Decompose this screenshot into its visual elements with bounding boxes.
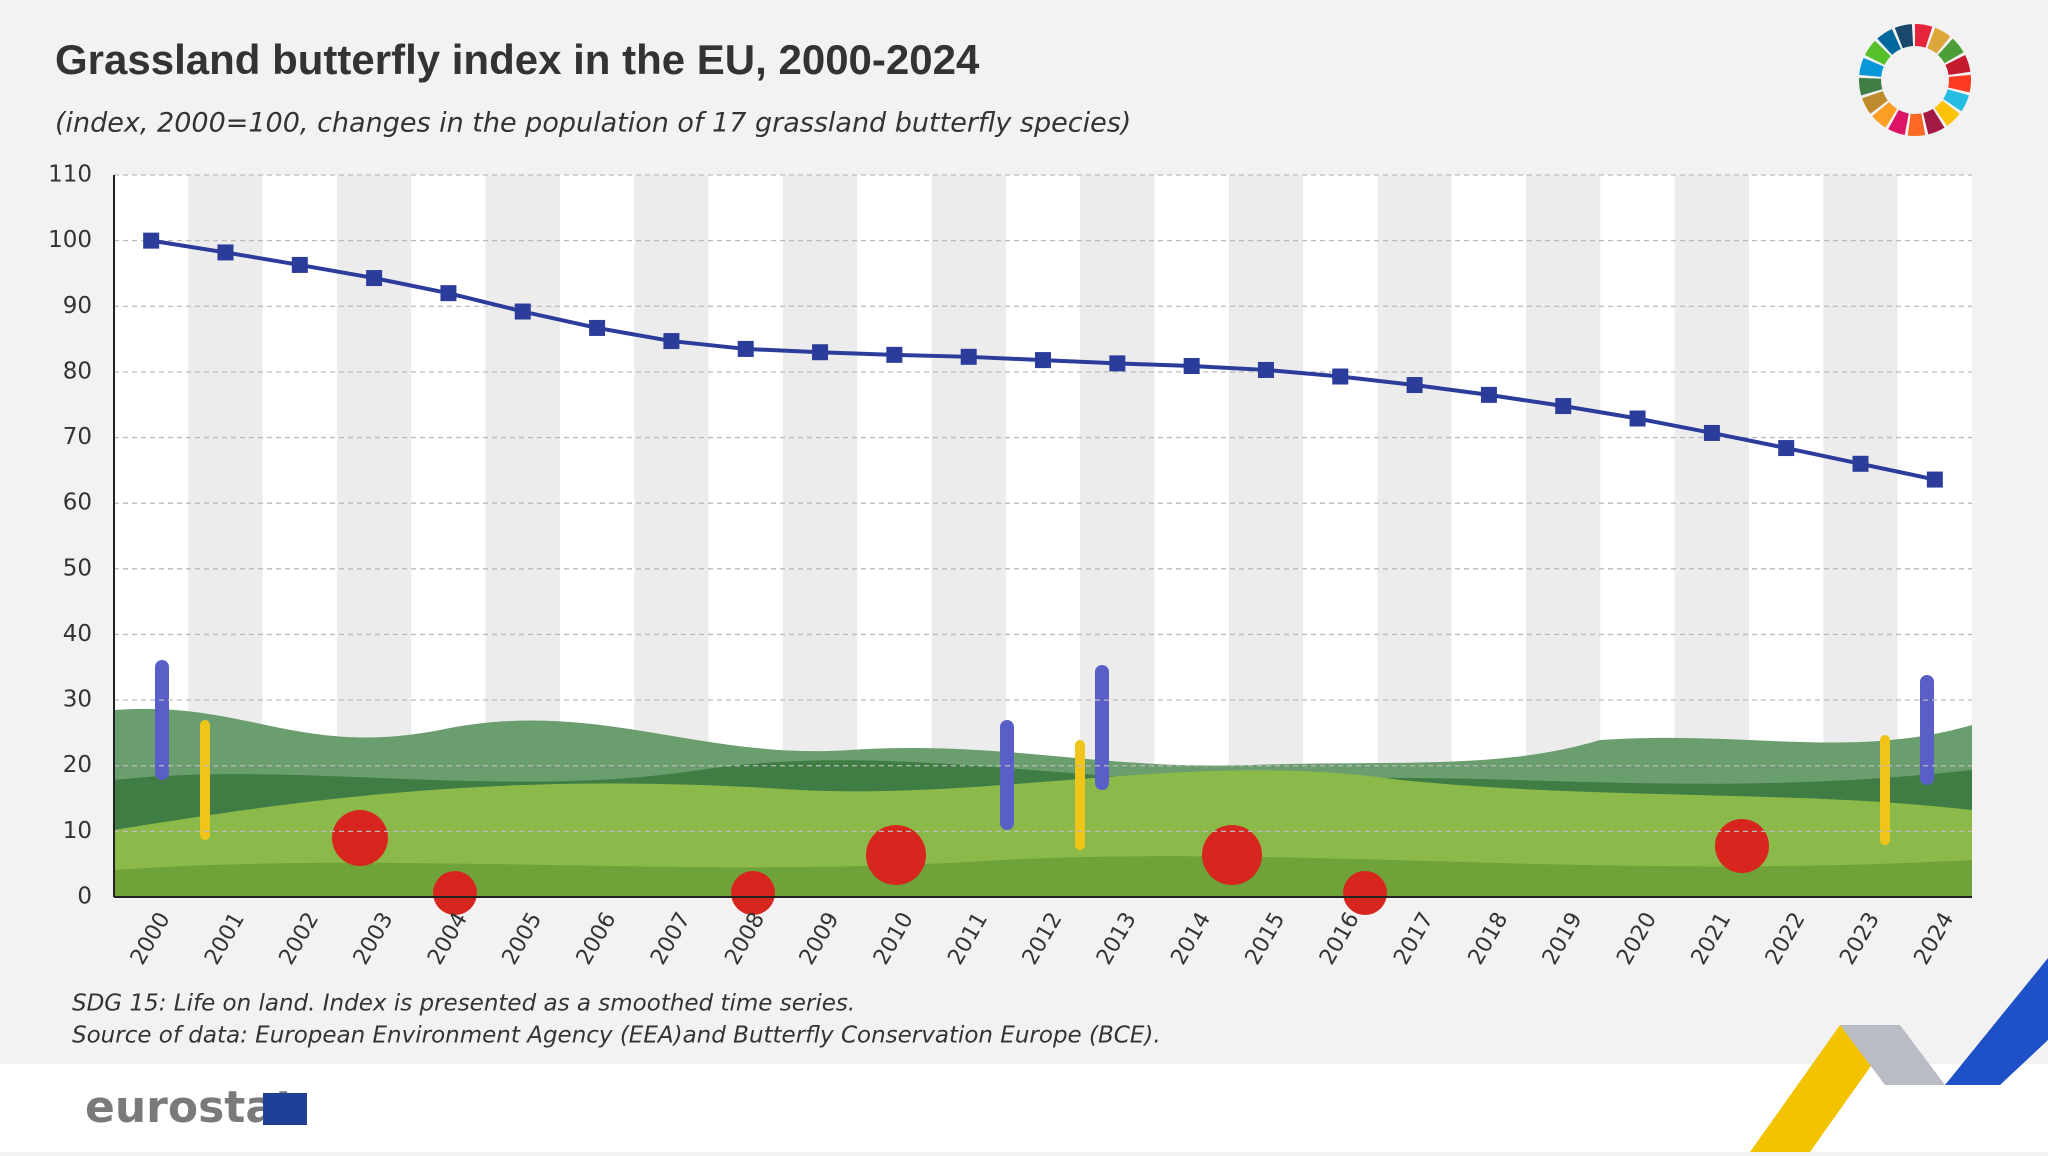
sdg-segment [1934,100,1960,126]
marker [663,333,680,350]
marker [1778,440,1795,457]
x-tick-label: 2024 [1910,908,1960,969]
y-tick-label: 60 [63,490,92,516]
meadow-illustration [114,660,1972,915]
sdg-segment [1888,109,1909,136]
note: SDG 15: Life on land. Index is presented… [72,991,855,1017]
x-tick-label: 2017 [1389,908,1439,969]
x-tick-label: 2023 [1835,908,1885,969]
x-tick-label: 2021 [1687,908,1737,969]
x-tick-label: 2012 [1018,908,1068,969]
marker [1332,368,1349,385]
marker [886,346,903,363]
y-tick-label: 10 [63,818,92,844]
x-tick-label: 2015 [1241,908,1291,969]
footer-band [0,1064,2048,1152]
sdg-segment [1859,57,1884,77]
marker [440,285,457,302]
x-tick-label: 2008 [720,908,770,969]
marker [1480,386,1497,403]
marker [217,244,234,261]
marker [1406,377,1423,394]
marker [589,319,606,336]
x-tick-label: 2003 [349,908,399,969]
y-tick-label: 50 [63,555,92,581]
x-tick-label: 2009 [795,908,845,969]
marker [366,270,383,287]
decoration [1750,1025,1900,1152]
marks [143,232,1943,488]
chart-title: Grassland butterfly index in the EU, 200… [55,36,980,83]
sdg-wheel [1859,24,1971,137]
eu-flag [263,1093,307,1125]
y-tick-label: 70 [63,424,92,450]
y-tick-label: 40 [63,621,92,647]
note: Source of data: European Environment Age… [72,1023,1161,1049]
sdg-segment [1943,89,1969,112]
x-tick-label: 2004 [423,908,473,969]
sdg-segment [1915,24,1933,48]
decoration [1885,958,2048,1085]
decoration [1840,1025,1945,1085]
x-tick-label: 2002 [275,908,325,969]
x-tick-label: 2006 [572,908,622,969]
sdg-segment [1862,91,1888,114]
marker [960,348,977,365]
marker [1183,358,1200,375]
chart-subtitle: (index, 2000=100, changes in the populat… [55,108,1131,139]
x-tick-label: 2022 [1761,908,1811,969]
y-tick-label: 100 [48,227,92,253]
sdg-segment [1927,27,1951,54]
brand: eurostat [85,1082,296,1133]
x-tick-label: 2001 [200,908,250,969]
marker [1109,355,1126,372]
marker [1852,455,1869,472]
marker [1035,352,1051,369]
sdg-segment [1864,40,1891,65]
sdg-segment [1948,74,1971,93]
x-tick-label: 2014 [1166,908,1216,969]
y-tick-label: 0 [77,884,92,910]
marker [812,344,829,361]
marker [1555,398,1572,415]
marker [1257,361,1274,378]
x-tick-label: 2019 [1538,908,1588,969]
sdg-segment [1872,101,1898,128]
sdg-segment [1877,28,1901,55]
x-tick-label: 2010 [869,908,919,969]
sdg-segment [1859,77,1883,96]
marker [737,340,754,357]
sdg-segment [1923,108,1945,135]
marker [514,303,531,320]
y-tick-label: 80 [63,358,92,384]
x-tick-label: 2013 [1092,908,1142,969]
marker [143,232,160,249]
sdg-segment [1937,38,1964,64]
marker [1629,410,1646,427]
x-tick-label: 2000 [126,908,176,969]
sdg-segment [1907,113,1926,137]
x-tick-label: 2007 [646,908,696,969]
y-tick-label: 20 [63,752,92,778]
x-tick-label: 2018 [1464,908,1514,969]
marker [291,256,308,273]
marker [1703,424,1720,441]
y-tick-label: 110 [48,162,92,188]
x-tick-label: 2020 [1612,908,1662,969]
x-tick-label: 2011 [943,908,993,969]
y-tick-label: 90 [63,293,92,319]
x-tick-label: 2005 [498,908,548,969]
sdg-segment [1894,24,1914,49]
x-tick-label: 2016 [1315,908,1365,969]
y-tick-label: 30 [63,687,92,713]
sdg-segment [1945,55,1971,75]
marker [1926,471,1943,488]
